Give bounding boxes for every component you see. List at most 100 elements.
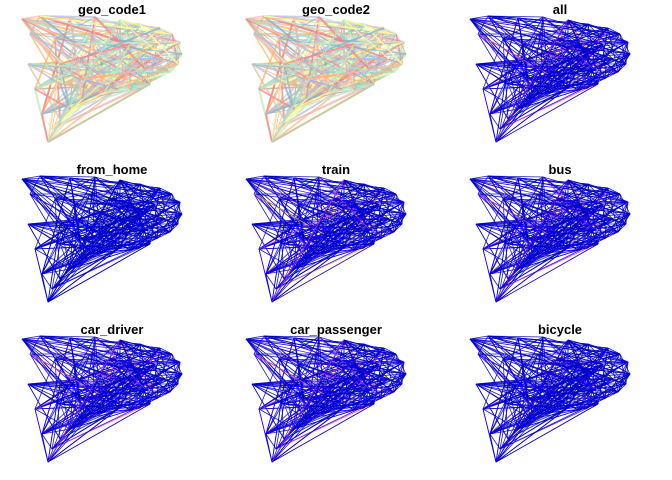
flow-line — [245, 15, 265, 20]
flow-line — [539, 391, 619, 415]
flow-map — [21, 335, 183, 463]
map-panel-bicycle: bicycle — [448, 320, 672, 480]
flow-line — [251, 223, 345, 235]
flow-line — [502, 358, 631, 375]
flow-line — [507, 238, 529, 280]
flow-line — [245, 338, 315, 355]
flow-line — [275, 248, 343, 290]
flow-line — [522, 353, 539, 365]
flow-line — [328, 249, 355, 253]
flow-line — [271, 19, 345, 143]
flow-line — [245, 338, 343, 410]
flow-line — [587, 203, 604, 215]
flow-line — [59, 43, 76, 85]
flow-line — [499, 347, 609, 450]
flow-line — [94, 336, 171, 393]
flow-line — [74, 201, 181, 205]
flow-line — [245, 18, 317, 95]
flow-line — [39, 15, 156, 45]
flow-line — [587, 183, 621, 195]
flow-line — [489, 433, 501, 450]
flow-line — [34, 373, 141, 410]
flow-line — [258, 373, 365, 410]
flow-line — [552, 89, 579, 93]
flow-line — [517, 91, 554, 110]
flow-line — [59, 203, 131, 225]
flow-line — [104, 409, 131, 413]
flow-line — [94, 176, 171, 233]
flow-line — [104, 249, 131, 253]
flow-line — [363, 373, 370, 390]
flow-line — [522, 201, 629, 205]
flow-line — [469, 18, 539, 35]
flow-line — [363, 361, 405, 375]
flow-line — [129, 373, 183, 411]
flow-line — [353, 373, 407, 411]
flow-line — [278, 38, 407, 55]
flow-line — [489, 337, 519, 435]
flow-map — [469, 15, 631, 143]
flow-line — [475, 223, 567, 250]
flow-line — [489, 17, 519, 115]
flow-line — [495, 19, 569, 143]
flow-line — [539, 71, 619, 95]
flow-line — [104, 363, 131, 413]
flow-line — [271, 243, 375, 303]
flow-line — [47, 339, 121, 463]
flow-line — [21, 175, 41, 180]
flow-line — [587, 201, 629, 215]
flow-line — [171, 193, 179, 225]
panel-title: geo_code1 — [78, 2, 146, 17]
flow-line — [21, 335, 41, 340]
flow-line — [263, 175, 397, 195]
flow-line — [469, 178, 539, 195]
flow-line — [502, 198, 631, 215]
flow-line — [303, 393, 345, 400]
flow-line — [251, 223, 343, 250]
flow-line — [499, 408, 567, 450]
flow-line — [21, 178, 151, 245]
flow-line — [487, 175, 621, 195]
flow-line — [278, 38, 383, 79]
flow-line — [283, 403, 330, 413]
flow-line — [303, 218, 345, 240]
flow-line — [482, 213, 589, 250]
flow-line — [34, 358, 56, 410]
flow-line — [565, 243, 599, 250]
flow-line — [489, 433, 497, 463]
flow-line — [469, 178, 531, 260]
flow-line — [522, 363, 569, 380]
flow-line — [495, 193, 539, 303]
flow-line — [245, 177, 295, 180]
flow-line — [507, 63, 531, 100]
flow-line — [587, 373, 594, 390]
flow-line — [39, 335, 96, 338]
flow-line — [69, 91, 106, 110]
flow-line — [263, 335, 320, 338]
flow-line — [139, 201, 181, 215]
flow-line — [577, 388, 594, 411]
flow-line — [34, 88, 71, 110]
flow-line — [21, 337, 71, 340]
flow-line — [469, 17, 519, 20]
flow-line — [91, 213, 141, 255]
flow-line — [507, 363, 524, 405]
flow-line — [39, 335, 156, 365]
flow-line — [79, 187, 161, 220]
flow-line — [79, 233, 121, 240]
flow-line — [94, 16, 171, 73]
flow-map — [21, 15, 183, 143]
flow-line — [507, 73, 549, 120]
flow-line — [499, 187, 609, 290]
map-panel-car-passenger: car_passenger — [224, 320, 448, 480]
flow-line — [469, 335, 489, 340]
flow-line — [144, 218, 166, 230]
flow-line — [54, 38, 81, 80]
flow-line — [529, 213, 549, 260]
flow-line — [59, 403, 106, 413]
flow-line — [265, 113, 277, 130]
flow-line — [522, 361, 629, 365]
flow-line — [495, 33, 539, 143]
flow-line — [502, 198, 607, 239]
map-panel-bus: bus — [448, 160, 672, 320]
